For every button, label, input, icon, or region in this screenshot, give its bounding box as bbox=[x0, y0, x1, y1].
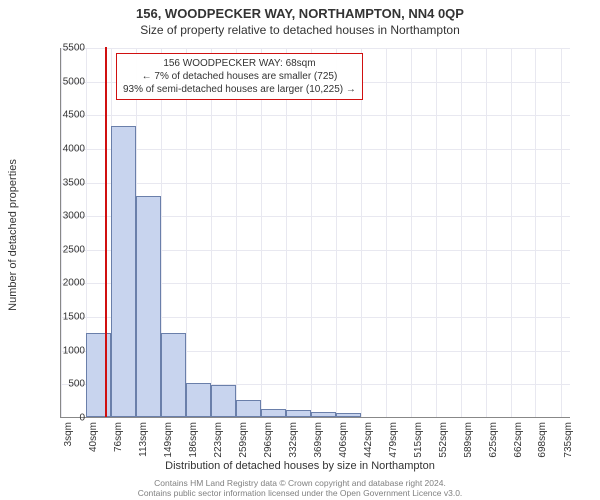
property-marker-line bbox=[105, 47, 107, 417]
y-tick-label: 5000 bbox=[45, 76, 85, 87]
x-tick-label: 479sqm bbox=[388, 422, 399, 458]
y-tick-label: 3500 bbox=[45, 177, 85, 188]
y-tick-label: 2500 bbox=[45, 244, 85, 255]
gridline-v bbox=[61, 48, 62, 417]
gridline-v bbox=[511, 48, 512, 417]
x-tick-label: 259sqm bbox=[238, 422, 249, 458]
chart-subtitle: Size of property relative to detached ho… bbox=[0, 21, 600, 37]
gridline-v bbox=[361, 48, 362, 417]
chart-area: 156 WOODPECKER WAY: 68sqm← 7% of detache… bbox=[60, 48, 570, 418]
attribution-line2: Contains public sector information licen… bbox=[0, 489, 600, 498]
x-tick-label: 442sqm bbox=[363, 422, 374, 458]
x-tick-label: 332sqm bbox=[288, 422, 299, 458]
gridline-h bbox=[61, 183, 570, 184]
x-tick-label: 223sqm bbox=[213, 422, 224, 458]
gridline-v bbox=[186, 48, 187, 417]
x-tick-label: 406sqm bbox=[338, 422, 349, 458]
gridline-v bbox=[436, 48, 437, 417]
y-tick-label: 500 bbox=[45, 379, 85, 390]
x-tick-label: 698sqm bbox=[537, 422, 548, 458]
gridline-v bbox=[211, 48, 212, 417]
x-tick-label: 40sqm bbox=[88, 422, 99, 452]
x-tick-label: 662sqm bbox=[513, 422, 524, 458]
gridline-v bbox=[486, 48, 487, 417]
gridline-h bbox=[61, 48, 570, 49]
histogram-bar bbox=[186, 383, 211, 417]
x-tick-label: 552sqm bbox=[438, 422, 449, 458]
gridline-h bbox=[61, 115, 570, 116]
histogram-bar bbox=[261, 409, 286, 417]
y-axis-label: Number of detached properties bbox=[7, 159, 19, 311]
gridline-v bbox=[386, 48, 387, 417]
x-tick-label: 735sqm bbox=[563, 422, 574, 458]
histogram-bar bbox=[236, 400, 261, 417]
x-tick-label: 589sqm bbox=[463, 422, 474, 458]
y-tick-label: 5500 bbox=[45, 43, 85, 54]
annotation-line2: ← 7% of detached houses are smaller (725… bbox=[123, 70, 356, 83]
x-tick-label: 515sqm bbox=[413, 422, 424, 458]
x-axis-label: Distribution of detached houses by size … bbox=[0, 460, 600, 472]
x-tick-label: 369sqm bbox=[313, 422, 324, 458]
gridline-v bbox=[561, 48, 562, 417]
y-tick-label: 2000 bbox=[45, 278, 85, 289]
gridline-v bbox=[261, 48, 262, 417]
x-tick-label: 186sqm bbox=[188, 422, 199, 458]
x-tick-label: 3sqm bbox=[63, 422, 74, 446]
histogram-bar bbox=[161, 333, 186, 417]
histogram-bar bbox=[286, 410, 311, 417]
x-tick-label: 296sqm bbox=[263, 422, 274, 458]
annotation-line3: 93% of semi-detached houses are larger (… bbox=[123, 83, 356, 96]
gridline-v bbox=[461, 48, 462, 417]
page-title: 156, WOODPECKER WAY, NORTHAMPTON, NN4 0Q… bbox=[0, 0, 600, 21]
x-tick-label: 76sqm bbox=[113, 422, 124, 452]
gridline-v bbox=[286, 48, 287, 417]
histogram-bar bbox=[111, 126, 136, 417]
annotation-line1: 156 WOODPECKER WAY: 68sqm bbox=[123, 57, 356, 70]
y-tick-label: 4000 bbox=[45, 143, 85, 154]
x-tick-label: 149sqm bbox=[163, 422, 174, 458]
histogram-bar bbox=[136, 196, 161, 417]
y-tick-label: 1500 bbox=[45, 312, 85, 323]
gridline-v bbox=[535, 48, 536, 417]
annotation-box: 156 WOODPECKER WAY: 68sqm← 7% of detache… bbox=[116, 53, 363, 100]
gridline-v bbox=[411, 48, 412, 417]
gridline-v bbox=[236, 48, 237, 417]
histogram-bar bbox=[311, 412, 336, 417]
attribution: Contains HM Land Registry data © Crown c… bbox=[0, 479, 600, 498]
gridline-v bbox=[311, 48, 312, 417]
x-tick-label: 113sqm bbox=[138, 422, 149, 457]
gridline-v bbox=[336, 48, 337, 417]
x-tick-label: 625sqm bbox=[488, 422, 499, 458]
histogram-bar bbox=[336, 413, 361, 417]
plot-region: 156 WOODPECKER WAY: 68sqm← 7% of detache… bbox=[60, 48, 570, 418]
gridline-h bbox=[61, 149, 570, 150]
histogram-bar bbox=[211, 385, 236, 417]
y-tick-label: 4500 bbox=[45, 110, 85, 121]
y-tick-label: 1000 bbox=[45, 345, 85, 356]
y-tick-label: 3000 bbox=[45, 211, 85, 222]
